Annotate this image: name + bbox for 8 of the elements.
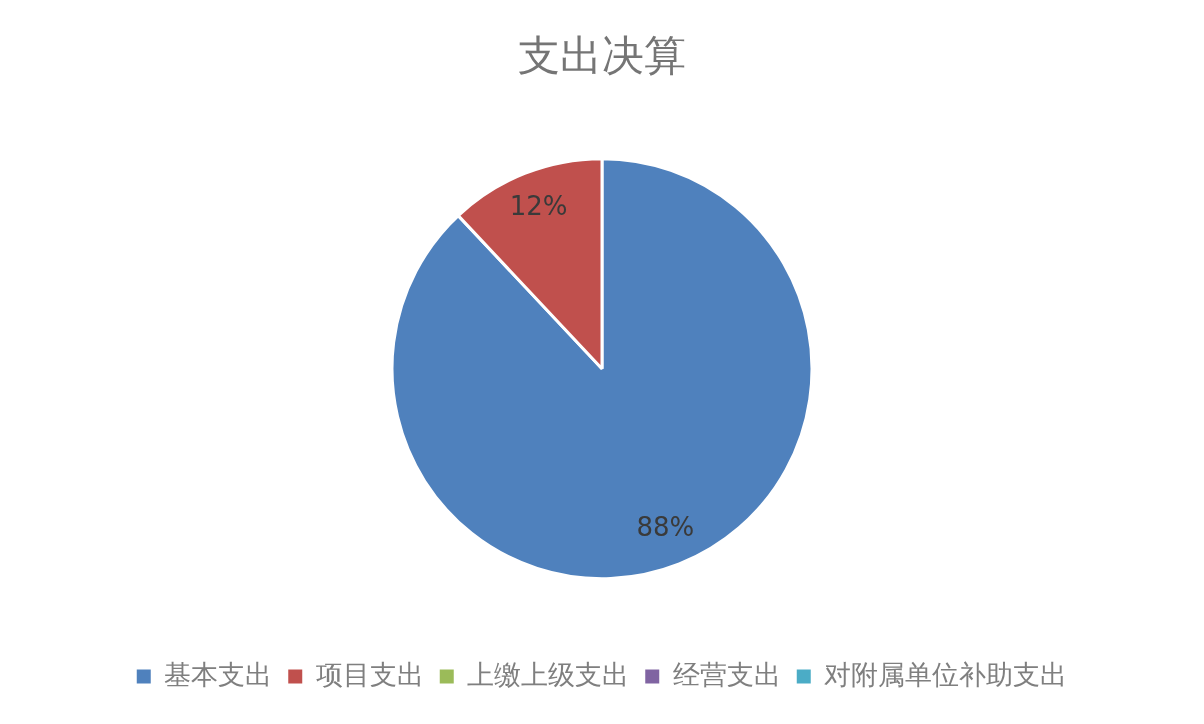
legend-label: 基本支出: [164, 659, 273, 690]
legend-label: 上缴上级支出: [467, 659, 630, 690]
legend-label: 对附属单位补助支出: [824, 659, 1068, 690]
data-label: 88%: [636, 511, 695, 542]
legend-label: 经营支出: [672, 659, 781, 690]
data-label: 12%: [509, 191, 568, 222]
chart-title: 支出决算: [518, 33, 686, 80]
legend-label: 项目支出: [315, 659, 424, 690]
